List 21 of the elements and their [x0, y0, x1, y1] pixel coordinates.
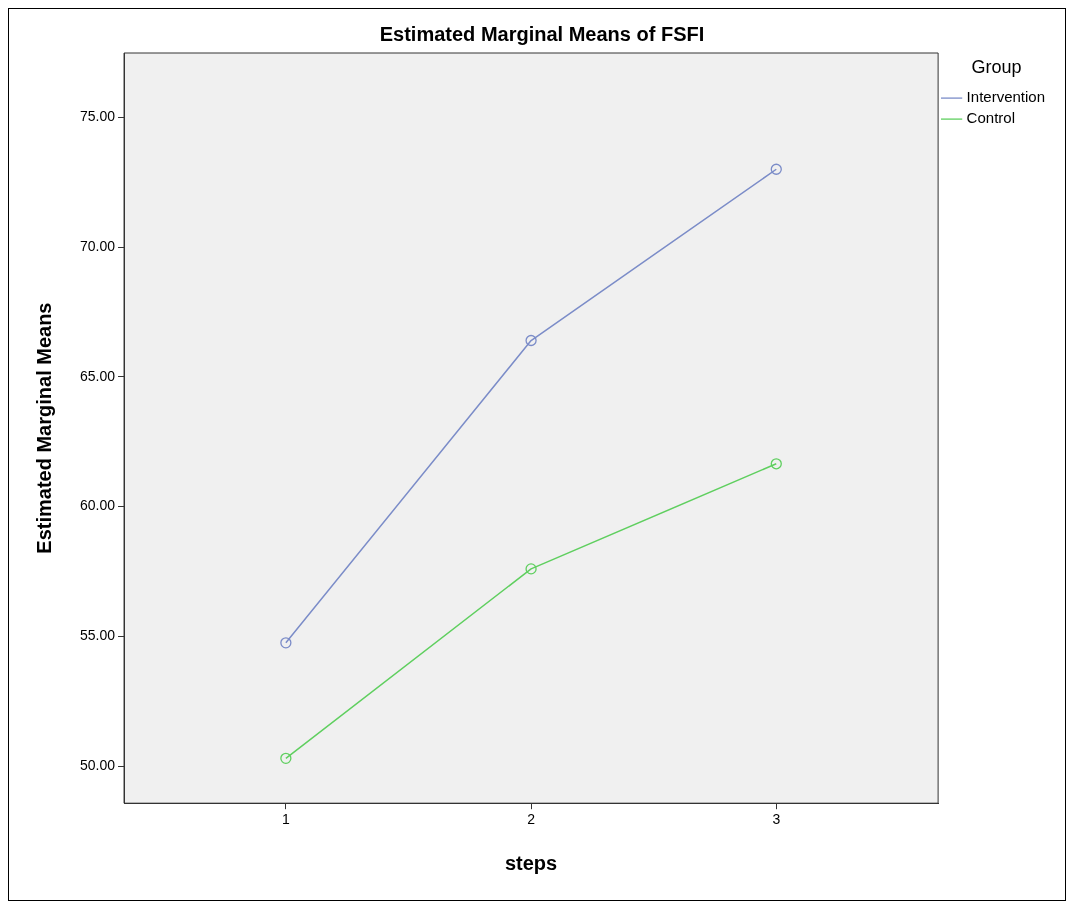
legend-label: Intervention	[966, 88, 1046, 106]
legend-label: Control	[966, 109, 1015, 127]
y-tick-label: 75.00	[79, 108, 116, 125]
point	[280, 637, 292, 649]
legend-title: Group	[971, 56, 1022, 77]
chart-title: Estimated Marginal Means of FSFI	[379, 22, 705, 45]
y-tick-label: 60.00	[79, 497, 116, 514]
x-axis-title: steps	[504, 851, 558, 874]
x-tick-label: 2	[527, 811, 536, 828]
point	[525, 334, 537, 347]
x-tick-label: 1	[281, 811, 290, 828]
y-axis-title: Estimated Marginal Means	[32, 302, 55, 554]
y-tick-label: 55.00	[79, 627, 116, 644]
point	[770, 458, 782, 470]
point	[770, 163, 782, 175]
point	[280, 752, 292, 764]
y-tick-label: 70.00	[79, 237, 116, 254]
y-tick-label: 65.00	[79, 367, 116, 384]
y-tick-label: 50.00	[79, 756, 116, 773]
point	[525, 563, 537, 575]
x-tick-label: 3	[772, 811, 781, 828]
